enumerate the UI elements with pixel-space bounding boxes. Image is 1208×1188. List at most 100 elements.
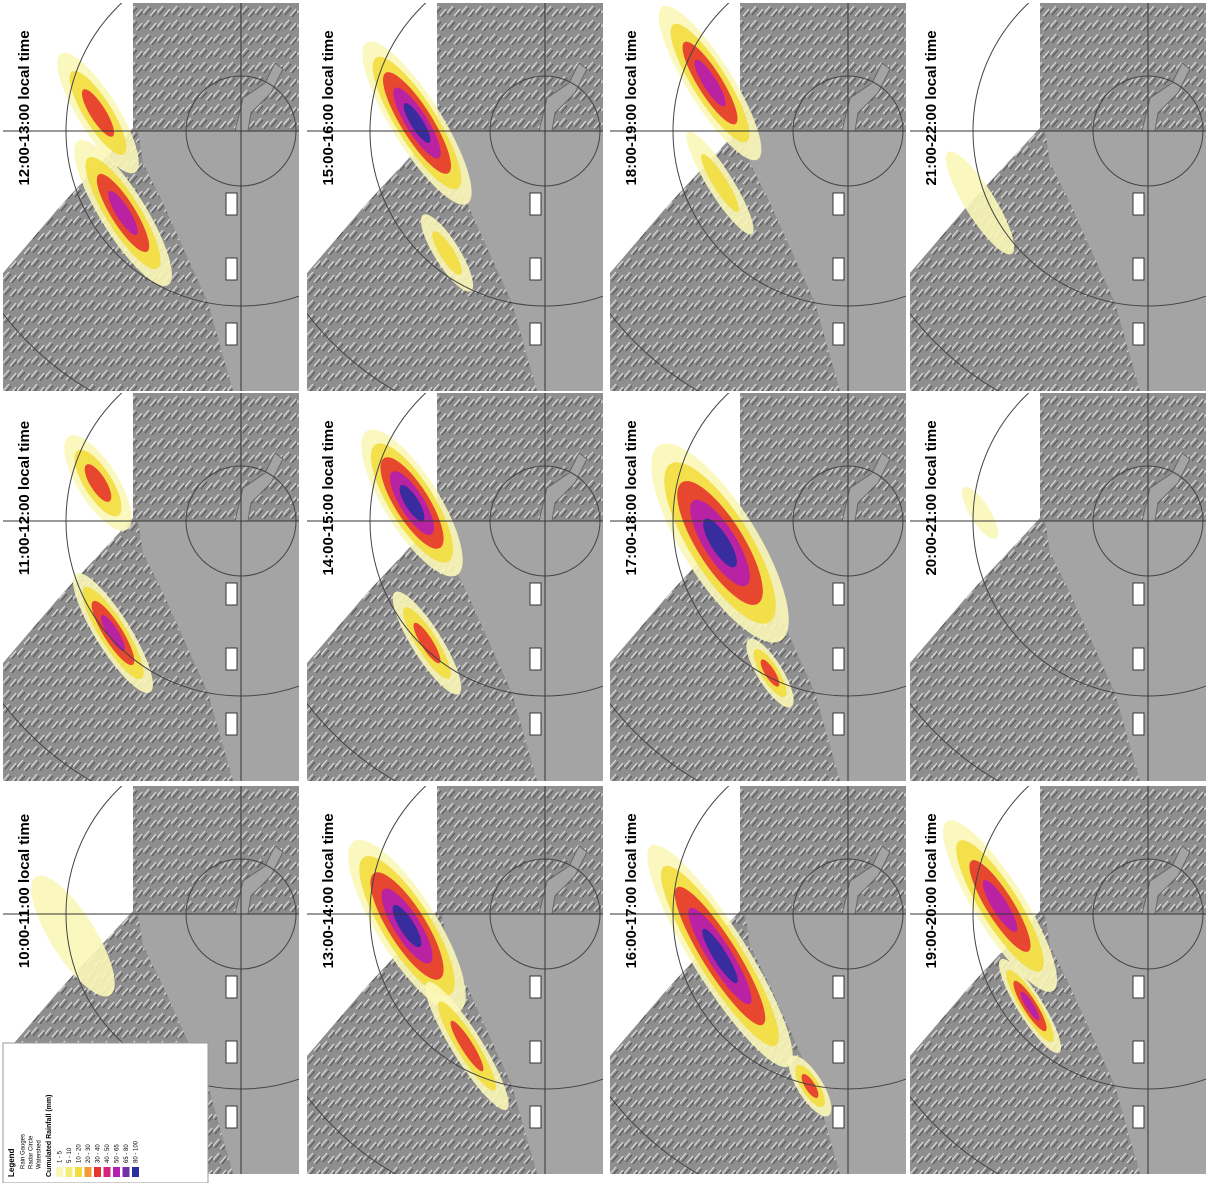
rain-band (945, 151, 1015, 255)
plain (442, 521, 603, 781)
road-sign (529, 192, 542, 216)
road-sign (225, 1040, 238, 1064)
road-sign (1132, 322, 1145, 346)
rain-cell (392, 904, 422, 948)
road-sign (225, 647, 238, 671)
panel-label: 19:00-20:00 local time (923, 813, 940, 968)
panel-label: 15:00-16:00 local time (320, 30, 337, 185)
map-panel: 14:00-15:00 local time (307, 393, 603, 781)
legend: Legend Rain Gauges Radar Circle Watershed Cu… (2, 1042, 209, 1184)
rain-cell (81, 89, 115, 137)
peninsula (234, 845, 284, 915)
rain-band (788, 1055, 832, 1117)
road-sign (1132, 582, 1145, 606)
plain (442, 131, 603, 391)
rain-band (651, 443, 789, 643)
peninsula (841, 62, 891, 132)
plain (442, 914, 603, 1174)
legend-swatch (56, 1167, 63, 1177)
map-panel: 16:00-17:00 local time (610, 786, 906, 1174)
plain (1045, 521, 1206, 781)
rain-cell (1020, 991, 1040, 1021)
rain-cell (84, 464, 112, 502)
road-sign (225, 975, 238, 999)
plain (138, 914, 299, 1174)
panel-label: 21:00-22:00 local time (923, 30, 940, 185)
rain-cell (801, 1074, 819, 1098)
legend-title: Legend (7, 1148, 16, 1177)
map-panel: 21:00-22:00 local time (910, 3, 1206, 391)
road-sign (832, 647, 845, 671)
rain-cell (982, 880, 1018, 932)
rain-band (74, 139, 172, 287)
peninsula (538, 62, 588, 132)
map-panel: 19:00-20:00 local time (910, 786, 1206, 1174)
plain (1045, 914, 1206, 1174)
legend-item: Radar Circle (29, 1135, 35, 1169)
rain-band (348, 839, 466, 1013)
rain-cell (403, 102, 431, 144)
rain-band (647, 844, 793, 1068)
panel-label: 20:00-21:00 local time (923, 420, 940, 575)
road-sign (1132, 1040, 1145, 1064)
road-sign (529, 257, 542, 281)
peninsula (538, 452, 588, 522)
rain-cell (31, 875, 115, 997)
rain-band (658, 5, 762, 161)
map-panel: 17:00-18:00 local time (610, 393, 906, 781)
road-sign (225, 322, 238, 346)
plain (745, 521, 906, 781)
legend-item: Watershed (37, 1140, 43, 1169)
road-sign (225, 192, 238, 216)
panel-label: 16:00-17:00 local time (623, 813, 640, 968)
peninsula (841, 845, 891, 915)
road-sign (529, 712, 542, 736)
legend-class: 50 - 65 (115, 1144, 121, 1163)
plain (745, 914, 906, 1174)
road-sign (225, 582, 238, 606)
map-panel: 12:00-13:00 local time (3, 3, 299, 391)
rain-band (31, 875, 115, 997)
rain-cell (108, 190, 138, 236)
rain-cell (701, 153, 739, 213)
rain-band (73, 572, 153, 694)
road-sign (1132, 647, 1145, 671)
peninsula (538, 845, 588, 915)
rain-cell (413, 622, 441, 664)
peninsula (1141, 845, 1191, 915)
rain-band (361, 429, 463, 577)
legend-swatch (103, 1167, 111, 1177)
rain-band (392, 591, 462, 695)
rain-band (998, 958, 1062, 1054)
map-panel: 11:00-12:00 local time (3, 393, 299, 781)
peninsula (234, 62, 284, 132)
plain (745, 131, 906, 391)
legend-class: 40 - 50 (105, 1144, 111, 1163)
legend-class: 10 - 20 (77, 1144, 83, 1163)
road-sign (529, 975, 542, 999)
plain (1045, 131, 1206, 391)
legend-class: 5 - 10 (67, 1147, 73, 1163)
rain-band (362, 41, 472, 205)
peninsula (841, 452, 891, 522)
legend-swatch (132, 1167, 139, 1177)
legend-class: 1 - 5 (58, 1150, 64, 1163)
legend-swatch (122, 1167, 130, 1177)
rain-cell (432, 231, 462, 275)
rain-cell (399, 484, 425, 522)
road-sign (225, 257, 238, 281)
rain-cell (100, 614, 126, 652)
rain-cell (961, 487, 999, 539)
road-sign (225, 1105, 238, 1129)
legend-swatch (65, 1167, 73, 1177)
legend-class: 30 - 40 (96, 1144, 102, 1163)
road-sign (225, 712, 238, 736)
panel-label: 11:00-12:00 local time (16, 421, 33, 575)
legend-swatch (94, 1167, 101, 1177)
legend-item: Rain Gauges (21, 1134, 27, 1169)
rain-band (57, 52, 139, 174)
rain-cell (450, 1020, 484, 1072)
rain-cell (945, 151, 1015, 255)
road-sign (1132, 257, 1145, 281)
